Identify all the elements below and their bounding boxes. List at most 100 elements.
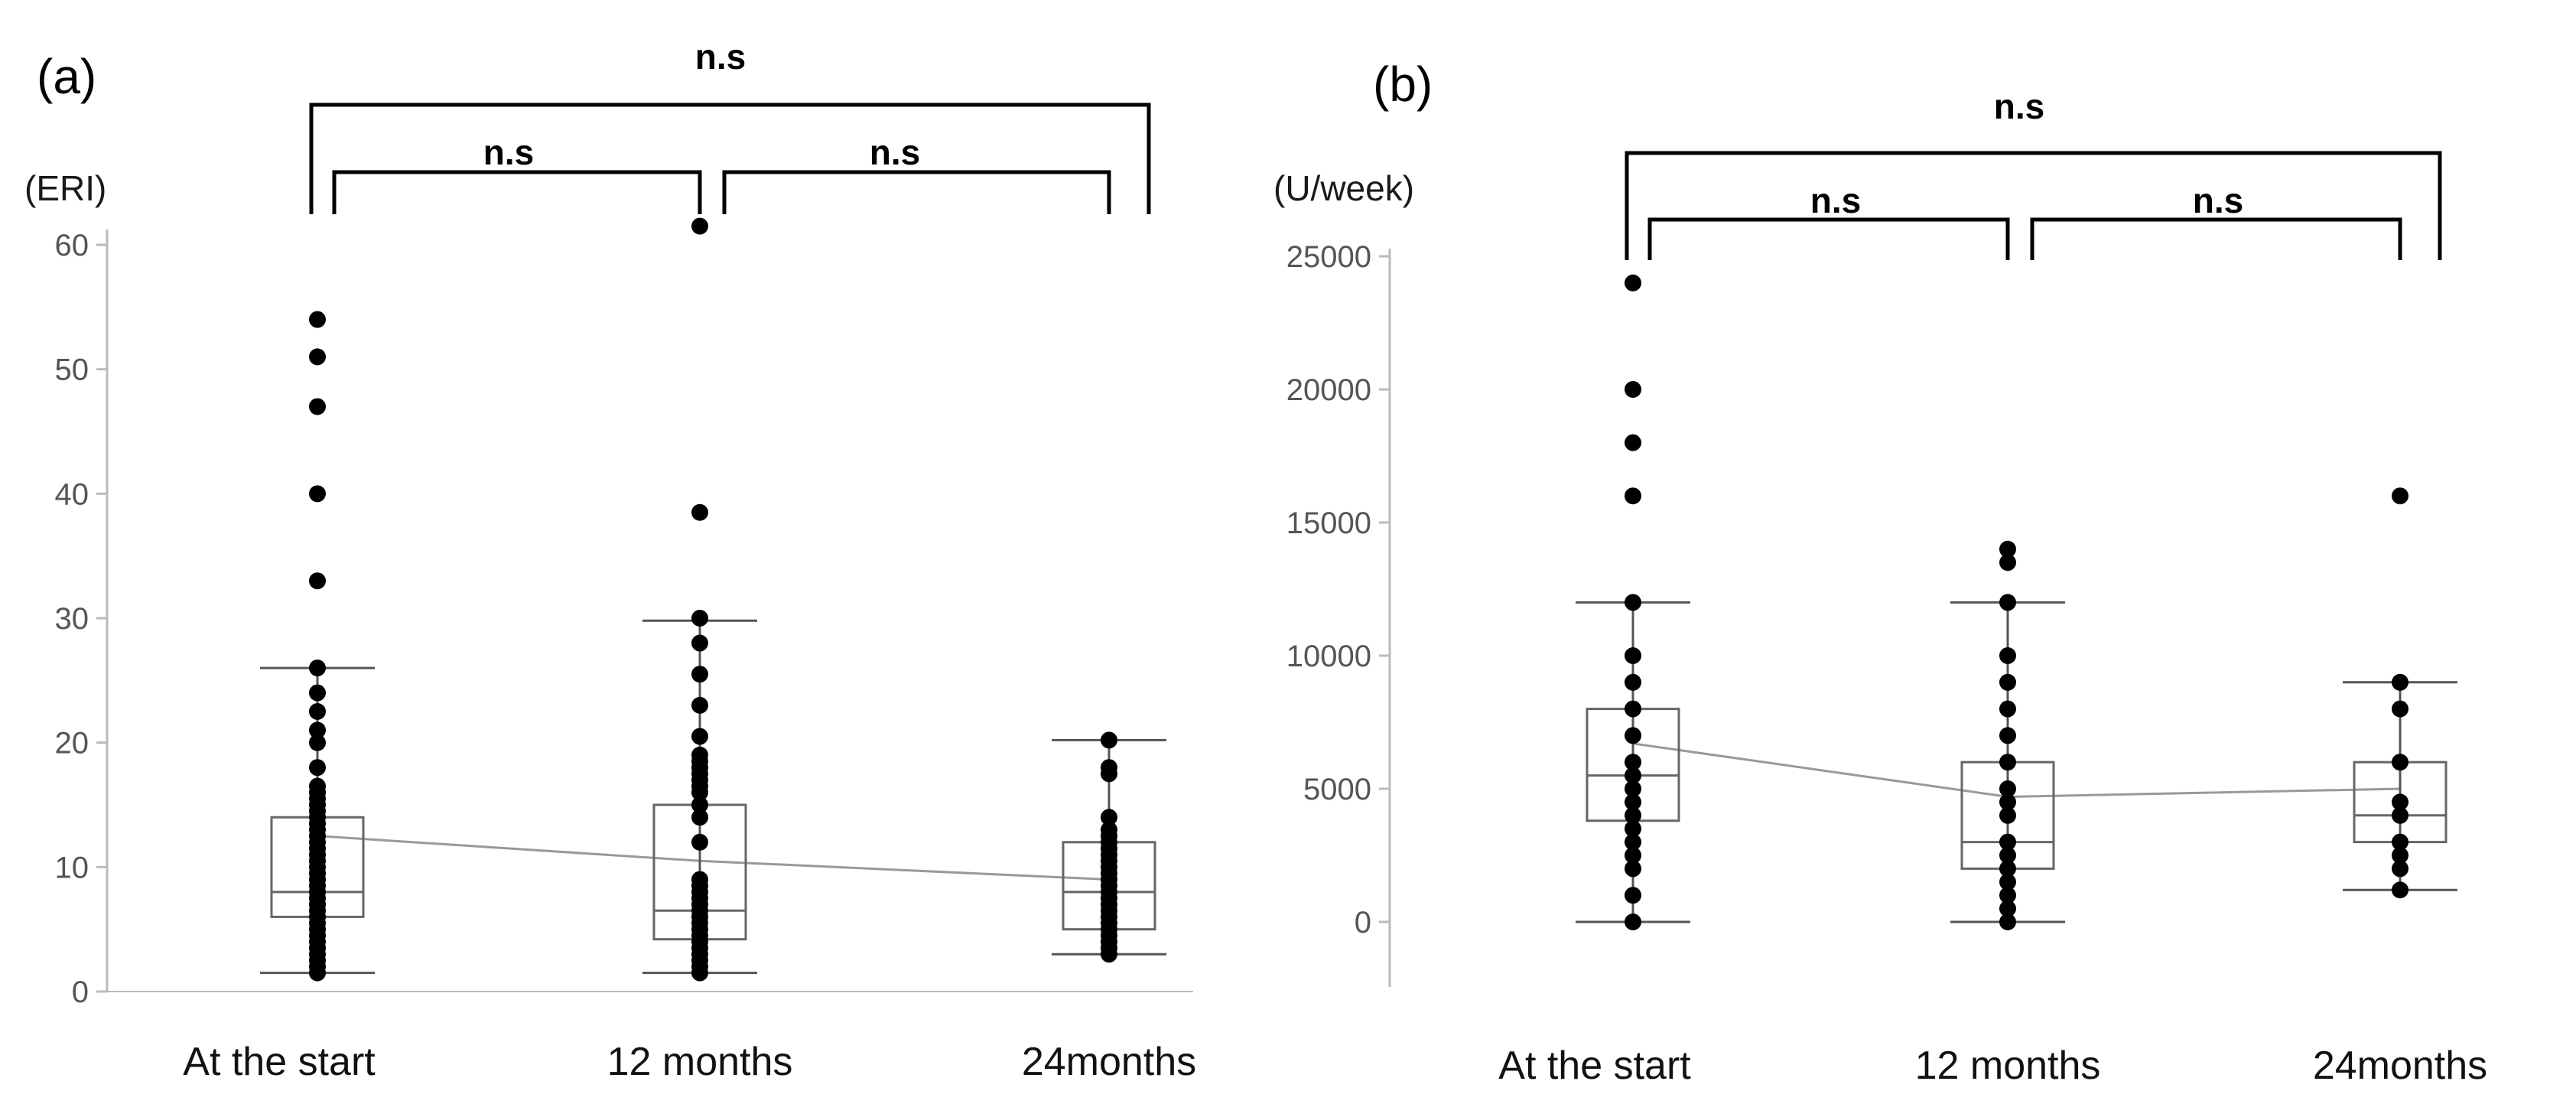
data-point (309, 572, 326, 590)
data-point (1625, 780, 1641, 797)
significance-label: n.s (2193, 181, 2243, 220)
panel-label: (b) (1373, 57, 1433, 112)
y-tick-label: 20000 (1286, 373, 1371, 407)
data-point (1101, 821, 1117, 839)
data-point (691, 217, 708, 235)
y-tick-label: 0 (1355, 906, 1371, 940)
data-point (691, 809, 708, 826)
data-point (1625, 673, 1641, 691)
box-1 (260, 311, 375, 982)
significance-label: n.s (483, 132, 534, 172)
data-point (691, 728, 708, 745)
significance-label: n.s (695, 37, 746, 77)
data-point (1625, 887, 1641, 904)
data-point (309, 721, 326, 739)
x-category-label: 24months (2313, 1044, 2487, 1088)
y-axis-unit-label: (ERI) (24, 168, 106, 208)
data-point (1625, 913, 1641, 930)
data-point (2392, 833, 2408, 851)
data-point (691, 634, 708, 652)
data-point (1999, 806, 2016, 824)
data-point (1999, 847, 2016, 864)
data-point (309, 311, 326, 328)
y-tick-label: 0 (72, 975, 89, 1009)
data-point (1999, 913, 2016, 930)
significance-bracket-right (722, 170, 1111, 214)
mean-trend-line (317, 835, 1110, 881)
panel-a: (a) (ERI) 0 10 20 30 40 50 60 At the start 12 mont… (24, 37, 1196, 1084)
significance-bracket-left (1647, 217, 2010, 260)
data-point (1999, 900, 2016, 917)
x-category-label: At the start (183, 1040, 376, 1084)
data-point (1999, 873, 2016, 891)
y-tick-label: 25000 (1286, 240, 1371, 274)
data-point (1101, 809, 1117, 826)
data-point (2392, 487, 2408, 505)
y-tick-label: 50 (55, 353, 89, 387)
data-point (309, 684, 326, 702)
data-point (1625, 793, 1641, 811)
data-point (1999, 727, 2016, 744)
data-point (309, 703, 326, 720)
data-point (2392, 754, 2408, 771)
data-point (309, 734, 326, 751)
data-point (1999, 754, 2016, 771)
data-point (1625, 487, 1641, 505)
data-point (1625, 594, 1641, 611)
data-point (1999, 780, 2016, 797)
box-2 (642, 217, 757, 982)
box-1 (1576, 274, 1690, 930)
significance-bracket-right (2030, 217, 2402, 260)
data-point (1999, 594, 2016, 611)
data-point (2392, 847, 2408, 864)
data-point (1101, 731, 1117, 749)
x-category-label: 12 months (1915, 1044, 2101, 1088)
data-point (691, 610, 708, 627)
significance-bracket-left (332, 170, 702, 214)
data-point (1625, 820, 1641, 838)
significance-label: n.s (1810, 181, 1861, 220)
x-category-label: 12 months (607, 1040, 793, 1084)
data-point (691, 746, 708, 764)
data-point (1625, 767, 1641, 784)
data-point (1625, 833, 1641, 851)
data-point (1999, 700, 2016, 718)
y-tick-label: 15000 (1286, 506, 1371, 540)
data-point (1999, 647, 2016, 664)
panel-b: (b) (U/week) 0 5000 10000 15000 20000 25000 At t… (1273, 57, 2487, 1088)
y-tick-label: 5000 (1303, 773, 1371, 806)
data-point (309, 759, 326, 777)
y-tick-label: 10000 (1286, 640, 1371, 673)
y-tick-label: 40 (55, 477, 89, 511)
data-point (2392, 700, 2408, 718)
x-category-label: At the start (1498, 1044, 1691, 1088)
data-point (691, 871, 708, 888)
y-tick-label: 20 (55, 727, 89, 760)
y-tick-label: 30 (55, 602, 89, 636)
panel-label: (a) (37, 49, 96, 104)
data-point (2392, 673, 2408, 691)
data-point (691, 833, 708, 851)
data-point (1999, 554, 2016, 572)
x-category-label: 24months (1022, 1040, 1196, 1084)
y-axis-unit-label: (U/week) (1273, 168, 1414, 208)
data-point (309, 348, 326, 366)
data-point (309, 485, 326, 503)
mean-trend-line (1632, 742, 2401, 798)
data-point (1625, 381, 1641, 398)
data-point (1999, 860, 2016, 878)
data-point (691, 666, 708, 683)
data-point (1625, 434, 1641, 451)
data-point (691, 503, 708, 521)
data-point (2392, 881, 2408, 899)
data-point (1101, 759, 1117, 777)
data-point (1625, 727, 1641, 744)
data-point (2392, 806, 2408, 824)
significance-label: n.s (1994, 86, 2044, 126)
data-point (1625, 700, 1641, 718)
y-tick-label: 10 (55, 851, 89, 884)
significance-bracket-outer (1625, 151, 2442, 260)
data-point (2392, 860, 2408, 878)
data-point (1625, 274, 1641, 291)
